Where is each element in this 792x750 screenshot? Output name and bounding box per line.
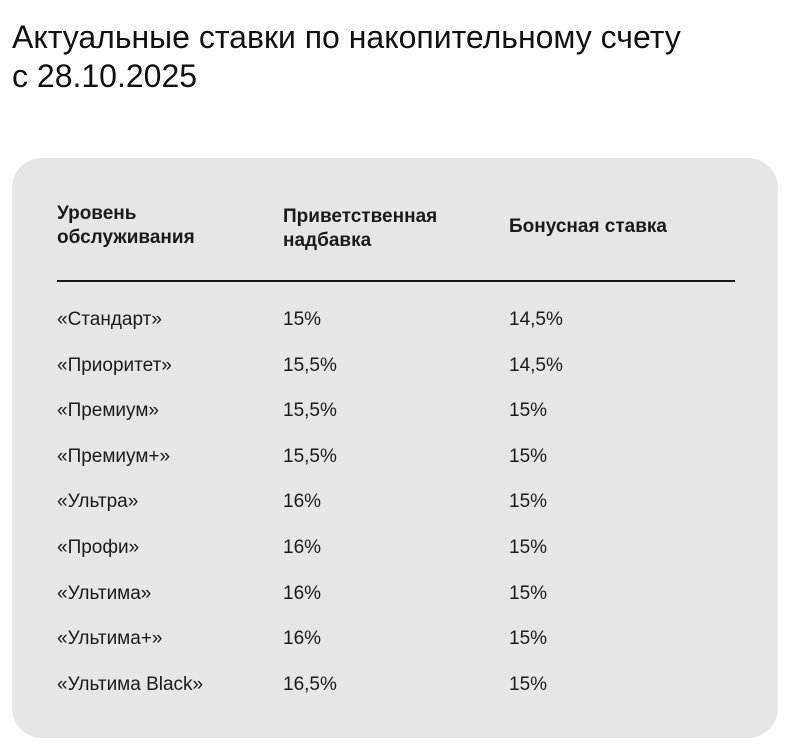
header-text: надбавка bbox=[283, 230, 372, 251]
cell-bonus-rate: 15% bbox=[509, 445, 548, 467]
cell-welcome-bonus: 16% bbox=[283, 628, 322, 650]
header-text: обслуживания bbox=[57, 227, 195, 248]
header-text: Приветственная bbox=[283, 206, 438, 227]
cell-bonus-rate: 15% bbox=[509, 582, 548, 604]
cell-welcome-bonus: 15,5% bbox=[283, 445, 337, 467]
table-row: «Приоритет» 15,5% 14,5% bbox=[12, 346, 778, 386]
cell-bonus-rate: 15% bbox=[509, 537, 548, 558]
cell-bonus-rate: 14,5% bbox=[509, 354, 563, 376]
cell-service-level: «Ультима+» bbox=[57, 628, 163, 650]
table-row: «Премиум» 15,5% 15% bbox=[12, 391, 778, 431]
cell-welcome-bonus: 15,5% bbox=[283, 400, 337, 422]
cell-welcome-bonus: 16% bbox=[283, 582, 322, 604]
rates-table: Уровень обслуживания Приветственная надб… bbox=[12, 158, 778, 738]
cell-service-level: «Приоритет» bbox=[57, 354, 172, 376]
cell-service-level: «Премиум» bbox=[57, 400, 159, 422]
header-divider bbox=[57, 280, 735, 282]
header-text: Бонусная ставка bbox=[509, 216, 668, 237]
cell-bonus-rate: 14,5% bbox=[509, 309, 563, 330]
cell-service-level: «Профи» bbox=[57, 537, 140, 558]
title-line-1: Актуальные ставки по накопительному счет… bbox=[12, 19, 681, 55]
cell-service-level: «Ультима Black» bbox=[57, 673, 204, 695]
header-bonus-rate: Бонусная ставка bbox=[509, 215, 667, 239]
cell-service-level: «Ультима» bbox=[57, 582, 152, 604]
table-row: «Ультима+» 16% 15% bbox=[12, 619, 778, 659]
cell-welcome-bonus: 16,5% bbox=[283, 673, 337, 695]
cell-bonus-rate: 15% bbox=[509, 628, 548, 650]
cell-service-level: «Премиум+» bbox=[57, 445, 171, 467]
table-row: «Ультра» 16% 15% bbox=[12, 482, 778, 522]
header-welcome-bonus: Приветственная надбавка bbox=[283, 205, 437, 253]
header-service-level: Уровень обслуживания bbox=[57, 202, 195, 250]
cell-bonus-rate: 15% bbox=[509, 400, 548, 422]
title-line-2: с 28.10.2025 bbox=[12, 58, 198, 94]
cell-service-level: «Ультра» bbox=[57, 491, 139, 513]
cell-welcome-bonus: 15% bbox=[283, 309, 322, 330]
table-row: «Ультима Black» 16,5% 15% bbox=[12, 665, 778, 705]
table-row: «Ультима» 16% 15% bbox=[12, 574, 778, 614]
table-row: «Премиум+» 15,5% 15% bbox=[12, 437, 778, 477]
cell-welcome-bonus: 16% bbox=[283, 491, 322, 513]
cell-bonus-rate: 15% bbox=[509, 491, 548, 513]
table-row: «Профи» 16% 15% bbox=[12, 528, 778, 568]
table-row: «Стандарт» 15% 14,5% bbox=[12, 300, 778, 340]
cell-bonus-rate: 15% bbox=[509, 673, 548, 695]
cell-welcome-bonus: 15,5% bbox=[283, 354, 337, 376]
cell-welcome-bonus: 16% bbox=[283, 537, 322, 558]
header-text: Уровень bbox=[57, 203, 137, 224]
cell-service-level: «Стандарт» bbox=[57, 309, 162, 330]
page-title: Актуальные ставки по накопительному счет… bbox=[12, 18, 681, 96]
